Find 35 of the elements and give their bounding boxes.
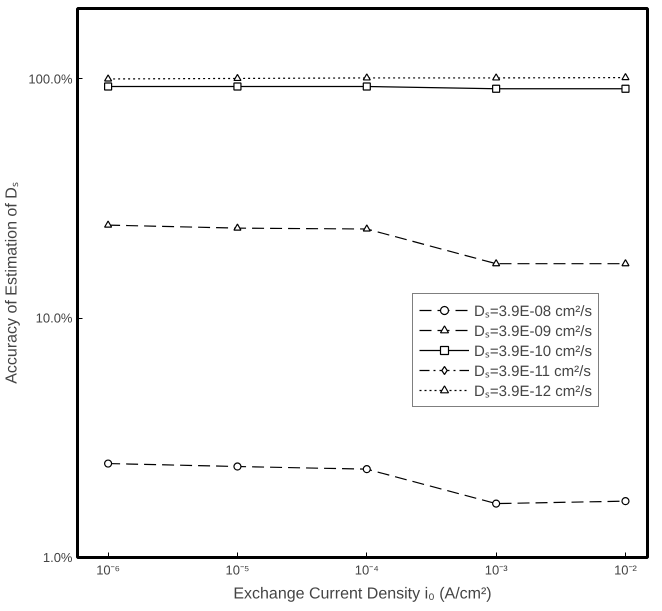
point [233,82,242,91]
x-tick-label: 10⁻³ [484,562,508,578]
x-axis-title: Exchange Current Density i₀ (A/cm²) [233,586,492,602]
point [621,72,630,80]
x-tick-label: 10⁻² [614,562,638,578]
point [621,259,630,266]
y-axis-title: Accuracy of Estimation of Dₛ [3,182,20,384]
legend-label: Dₛ=3.9E-11 cm²/s [474,362,591,380]
point [233,74,242,82]
point [492,499,500,508]
point [104,74,112,82]
y-tick-label: 10.0% [36,310,73,326]
point [104,459,112,468]
point [362,82,371,91]
point [621,84,630,93]
point [104,220,112,228]
y-tick-label: 100.0% [28,71,73,86]
point [362,465,371,474]
point [492,84,500,93]
legend-label: Dₛ=3.9E-09 cm²/s [474,322,592,340]
point [104,82,112,91]
point [621,497,630,506]
x-tick-label: 10⁻⁶ [96,562,120,578]
point [492,73,500,81]
point [362,224,371,232]
point [233,462,242,471]
legend-label: Dₛ=3.9E-12 cm²/s [474,382,592,400]
point [492,259,500,266]
legend-label: Dₛ=3.9E-10 cm²/s [474,342,592,360]
point [362,73,371,81]
x-tick-label: 10⁻⁵ [226,562,250,578]
x-tick-label: 10⁻⁴ [354,562,379,578]
point [233,223,242,231]
y-tick-label: 1.0% [42,550,73,565]
legend-label: Dₛ=3.9E-08 cm²/s [474,302,592,320]
